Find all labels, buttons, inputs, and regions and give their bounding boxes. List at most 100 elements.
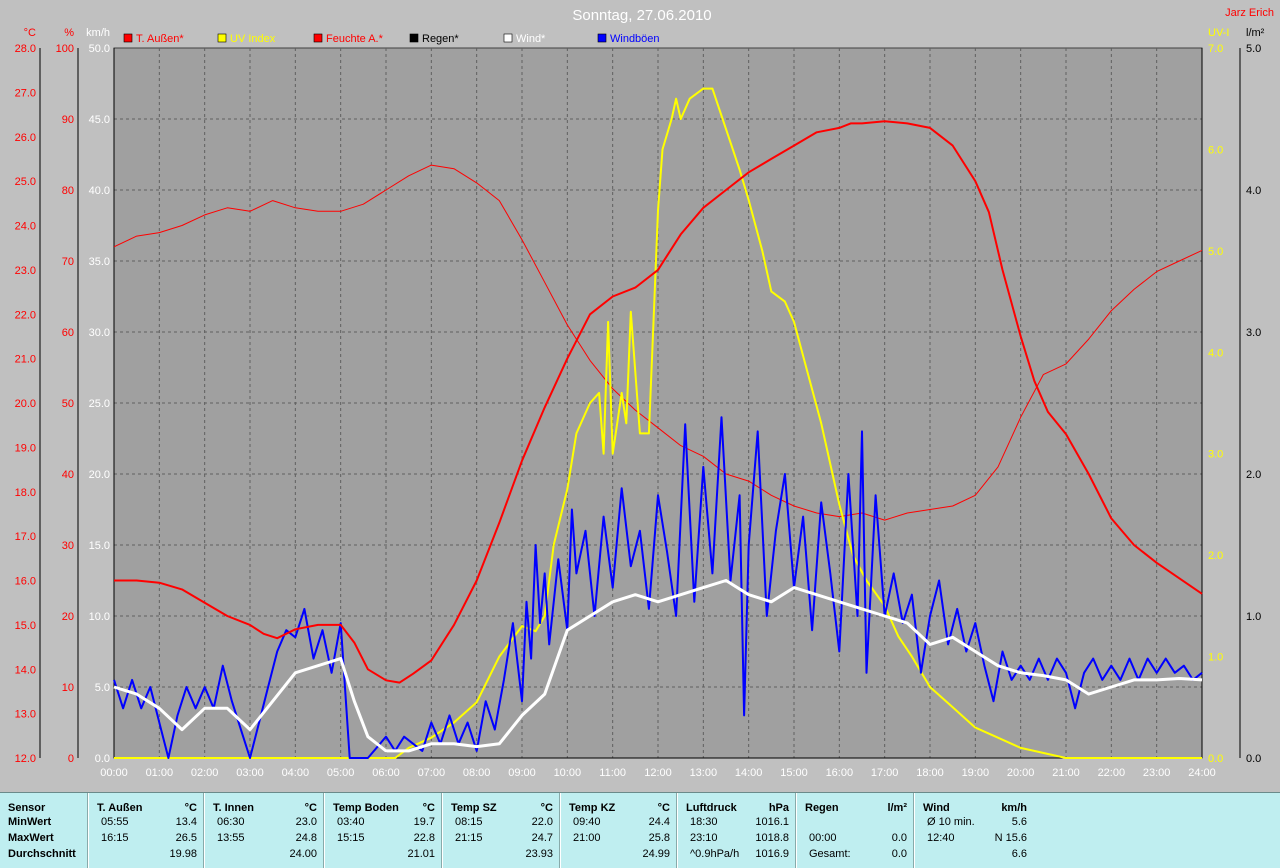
- wind-tick-label: 0.0: [95, 753, 110, 765]
- temp-tick-label: 12.0: [15, 753, 36, 765]
- humidity-tick-label: 30: [62, 540, 74, 552]
- value-cell: 24.8: [295, 832, 317, 844]
- x-tick-label: 15:00: [780, 767, 808, 779]
- humidity-tick-label: 0: [68, 753, 74, 765]
- x-tick-label: 05:00: [327, 767, 355, 779]
- uv-tick-label: 7.0: [1208, 43, 1223, 55]
- temp-axis-unit: °C: [24, 27, 36, 39]
- x-tick-label: 21:00: [1052, 767, 1080, 779]
- temp-tick-label: 27.0: [15, 87, 36, 99]
- temp-tick-label: 23.0: [15, 265, 36, 277]
- legend-label: Wind*: [516, 33, 546, 45]
- value-cell: 0.0: [891, 832, 907, 844]
- x-tick-label: 16:00: [826, 767, 854, 779]
- table-column: Temp SZ °C 08:15 21:15 22.0 24.7 23.93: [442, 793, 561, 868]
- uv-tick-label: 0.0: [1208, 753, 1223, 765]
- column-header: Temp Boden: [333, 802, 399, 814]
- rain-tick-label: 0.0: [1246, 753, 1261, 765]
- column-unit: °C: [304, 802, 317, 814]
- time-cell: 06:30: [217, 816, 245, 828]
- value-cell: 0.0: [891, 848, 907, 860]
- statistics-table: Sensor MinWert MaxWert Durchschnitt T. Außen…: [0, 792, 1280, 868]
- table-column: T. Innen °C 06:30 13:55 23.0 24.8 24.00: [204, 793, 325, 868]
- chart-title: Sonntag, 27.06.2010: [572, 7, 711, 24]
- temp-tick-label: 19.0: [15, 442, 36, 454]
- value-cell: 21.01: [407, 848, 435, 860]
- temp-tick-label: 24.0: [15, 221, 36, 233]
- value-cell: N 15.6: [994, 832, 1027, 844]
- column-header: Temp KZ: [569, 802, 616, 814]
- wind-tick-label: 15.0: [89, 540, 110, 552]
- column-unit: °C: [540, 802, 553, 814]
- table-column: Regen l/m² 00:00 Gesamt: 0.0 0.0: [796, 793, 915, 868]
- wind-tick-label: 40.0: [89, 185, 110, 197]
- x-tick-label: 24:00: [1188, 767, 1216, 779]
- table-column: Luftdruck hPa 18:30 23:10 ^0.9hPa/h 1016.1 101…: [677, 793, 797, 868]
- value-cell: 6.6: [1011, 848, 1027, 860]
- legend-label: Windböen: [610, 33, 660, 45]
- wind-tick-label: 5.0: [95, 682, 110, 694]
- temp-tick-label: 16.0: [15, 576, 36, 588]
- row-label: MinWert: [8, 816, 52, 828]
- temp-tick-label: 13.0: [15, 709, 36, 721]
- time-cell: 15:15: [337, 832, 365, 844]
- x-tick-label: 06:00: [372, 767, 400, 779]
- wind-tick-label: 10.0: [89, 611, 110, 623]
- time-cell: ^0.9hPa/h: [690, 848, 740, 860]
- column-header: Regen: [805, 802, 839, 814]
- x-tick-label: 09:00: [508, 767, 536, 779]
- table-column: Sensor MinWert MaxWert Durchschnitt: [0, 793, 88, 868]
- series-line: [114, 120, 1203, 684]
- legend-label: Regen*: [422, 33, 459, 45]
- plot-area: 00:00 01:00 02:00 03:00 04:00 05:00 06:00 07:00…: [15, 27, 1265, 779]
- x-tick-label: 01:00: [146, 767, 174, 779]
- column-unit: °C: [422, 802, 435, 814]
- humidity-tick-label: 50: [62, 398, 74, 410]
- humidity-tick-label: 40: [62, 469, 74, 481]
- x-tick-label: 12:00: [644, 767, 672, 779]
- x-tick-label: 20:00: [1007, 767, 1035, 779]
- wind-axis-unit: km/h: [86, 27, 110, 39]
- time-cell: Ø 10 min.: [927, 816, 975, 828]
- x-tick-label: 18:00: [916, 767, 944, 779]
- time-cell: Gesamt:: [809, 848, 851, 860]
- value-cell: 24.7: [531, 832, 553, 844]
- time-cell: 21:00: [573, 832, 601, 844]
- column-header: Temp SZ: [451, 802, 497, 814]
- value-cell: 1018.8: [755, 832, 789, 844]
- time-cell: 16:15: [101, 832, 129, 844]
- temp-tick-label: 22.0: [15, 309, 36, 321]
- column-header: Luftdruck: [686, 802, 737, 814]
- x-tick-label: 10:00: [554, 767, 582, 779]
- series-line: [113, 579, 1203, 753]
- uv-tick-label: 2.0: [1208, 550, 1223, 562]
- wind-tick-label: 35.0: [89, 256, 110, 268]
- value-cell: 23.93: [525, 848, 553, 860]
- wind-tick-label: 20.0: [89, 469, 110, 481]
- series-line: [113, 164, 1203, 521]
- humidity-tick-label: 100: [56, 43, 74, 55]
- temp-tick-label: 15.0: [15, 620, 36, 632]
- legend-swatch: [123, 33, 133, 43]
- temp-tick-label: 20.0: [15, 398, 36, 410]
- rain-tick-label: 3.0: [1246, 327, 1261, 339]
- time-cell: 13:55: [217, 832, 245, 844]
- value-cell: 24.00: [289, 848, 317, 860]
- humidity-tick-label: 60: [62, 327, 74, 339]
- rain-tick-label: 4.0: [1246, 185, 1261, 197]
- time-cell: 21:15: [455, 832, 483, 844]
- x-tick-label: 07:00: [418, 767, 446, 779]
- x-tick-label: 00:00: [100, 767, 128, 779]
- x-tick-label: 17:00: [871, 767, 899, 779]
- chart-legend: T. Außen* UV Index Feuchte A.* Regen* Wind* W…: [123, 33, 660, 45]
- legend-swatch: [503, 33, 513, 43]
- rain-axis-unit: l/m²: [1246, 27, 1265, 39]
- column-unit: hPa: [768, 802, 789, 814]
- value-cell: 1016.1: [755, 816, 789, 828]
- time-cell: 18:30: [690, 816, 718, 828]
- value-cell: 22.0: [531, 816, 553, 828]
- x-tick-label: 22:00: [1098, 767, 1126, 779]
- rain-tick-label: 5.0: [1246, 43, 1261, 55]
- time-cell: 12:40: [927, 832, 955, 844]
- x-tick-label: 14:00: [735, 767, 763, 779]
